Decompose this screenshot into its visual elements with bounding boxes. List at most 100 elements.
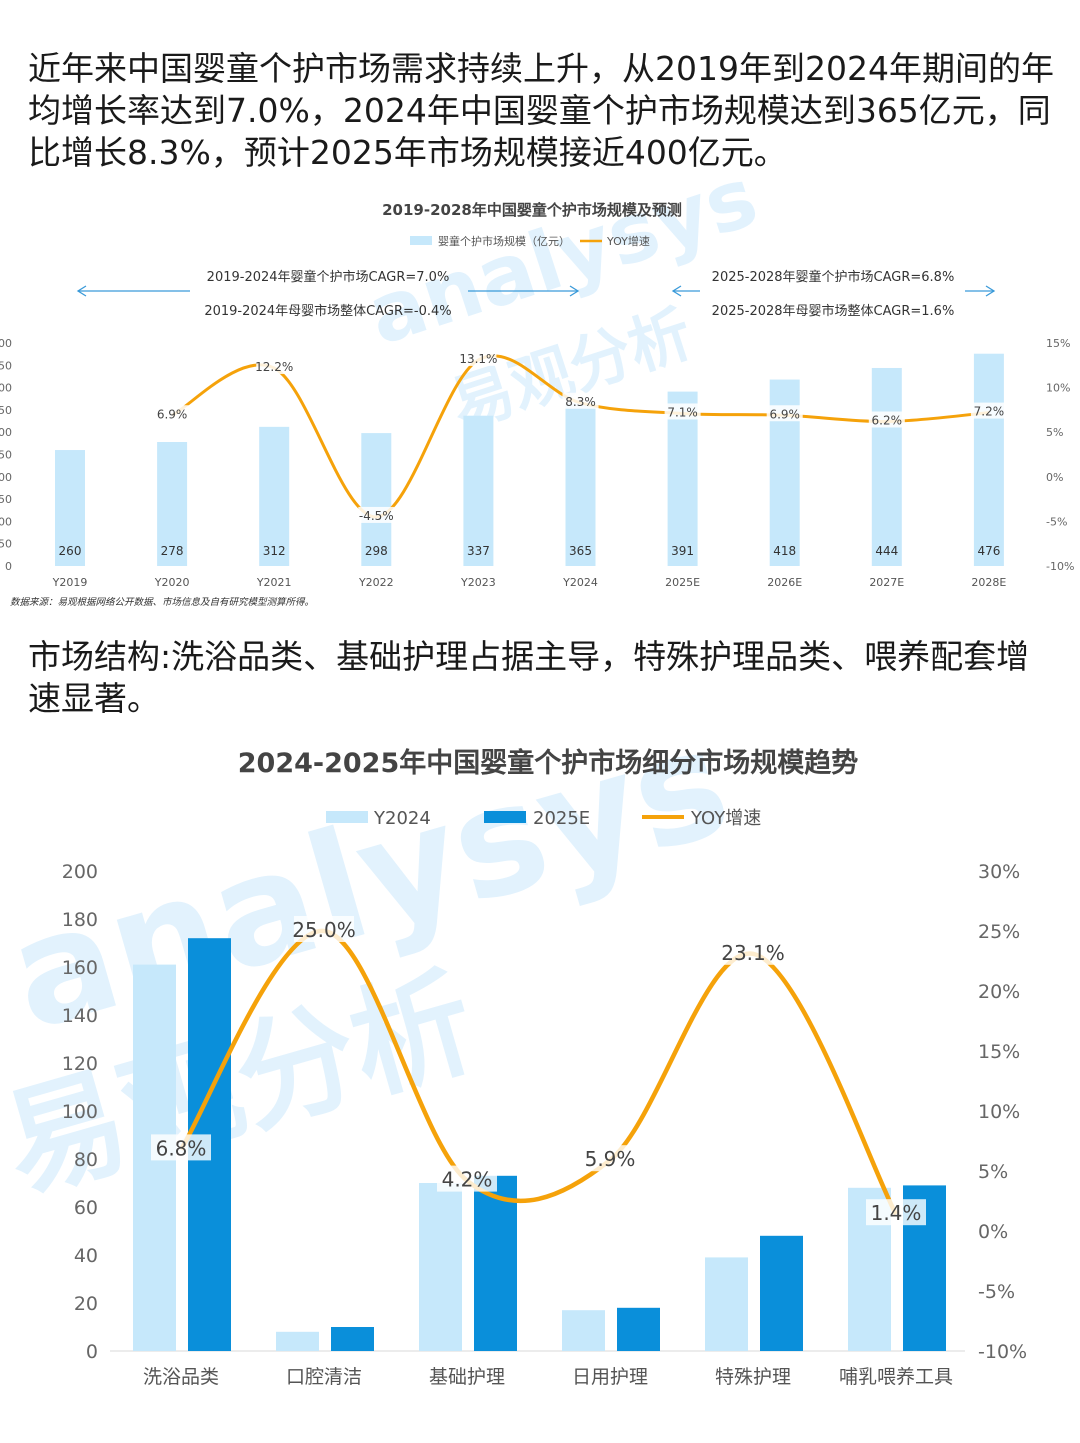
y2-axis-tick-label: 10%	[1046, 382, 1070, 395]
y2-axis-tick-label: 15%	[978, 1041, 1020, 1063]
yoy-data-label: 6.9%	[157, 407, 188, 421]
y2-axis-tick-label: 30%	[978, 861, 1020, 883]
x-axis-tick-label: 哺乳喂养工具	[839, 1366, 953, 1388]
cagr-right-2: 2025-2028年母婴市场整体CAGR=1.6%	[712, 303, 955, 319]
bar-value-label: 391	[671, 544, 694, 558]
bar-y2024	[562, 1310, 605, 1351]
bar-value-label: 278	[161, 544, 184, 558]
y-axis-tick-label: 100	[0, 515, 12, 528]
y2-axis-tick-label: 5%	[1046, 426, 1063, 439]
yoy-label-bg	[460, 349, 497, 366]
watermark-en: analysys	[357, 150, 768, 364]
x-axis-tick-label: 2028E	[971, 576, 1006, 589]
y2-axis-tick-label: 0%	[1046, 471, 1063, 484]
bar-value-label: 337	[467, 544, 490, 558]
x-axis-tick-label: 洗浴品类	[143, 1366, 219, 1388]
yoy-line	[179, 928, 898, 1216]
x-axis-tick-label: 口腔清洁	[286, 1366, 362, 1388]
yoy-data-label: 12.2%	[255, 360, 293, 374]
yoy-data-label: 4.2%	[442, 1168, 493, 1192]
y-axis-tick-label: 250	[0, 449, 12, 462]
y2-axis-tick-label: 20%	[978, 981, 1020, 1003]
bar-value-label: 298	[365, 544, 388, 558]
y2-axis-tick-label: -5%	[978, 1281, 1015, 1303]
bar-market-size	[361, 433, 392, 566]
y-axis-tick-label: 200	[62, 861, 98, 883]
legend-label-market-size: 婴童个护市场规模（亿元）	[438, 234, 570, 248]
chart2-legend: Y2024 2025E YOY增速	[326, 808, 761, 829]
legend-marker-y2024	[326, 811, 368, 823]
bar-value-label: 365	[569, 544, 592, 558]
bar-market-size	[157, 442, 188, 566]
y-axis-tick-label: 60	[74, 1197, 98, 1219]
legend-marker-market-size	[410, 236, 432, 245]
x-axis-tick-label: Y2021	[256, 576, 292, 589]
y2-axis-tick-label: 15%	[1046, 337, 1070, 350]
y-axis-tick-label: 100	[62, 1101, 98, 1123]
cagr-left-2: 2019-2024年母婴市场整体CAGR=-0.4%	[204, 303, 451, 319]
yoy-label-bg	[562, 392, 599, 409]
yoy-label-bg	[154, 405, 191, 422]
y-axis-tick-label: 120	[62, 1053, 98, 1075]
legend-label-yoy-2: YOY增速	[690, 808, 761, 829]
yoy-label-bg	[970, 402, 1007, 419]
cagr-right-1: 2025-2028年婴童个护市场CAGR=6.8%	[712, 269, 955, 285]
y-axis-tick-label: 350	[0, 404, 12, 417]
yoy-label-bg	[437, 1165, 497, 1192]
y-axis-tick-label: 500	[0, 337, 12, 350]
y2-axis-tick-label: -10%	[978, 1341, 1027, 1363]
bar-value-label: 260	[59, 544, 82, 558]
segment-chart: analysys 易观分析 2024-2025年中国婴童个护市场细分市场规模趋势…	[0, 695, 1027, 1388]
yoy-line	[171, 354, 990, 519]
yoy-data-label: 8.3%	[565, 395, 596, 409]
y-axis-tick-label: 40	[74, 1245, 98, 1267]
yoy-label-bg	[766, 405, 803, 422]
bar-value-label: 418	[773, 544, 796, 558]
y2-axis-tick-label: -10%	[1046, 560, 1074, 573]
bar-2025e	[617, 1307, 660, 1351]
y-axis-tick-label: 0	[86, 1341, 98, 1363]
bar-value-label: 312	[263, 544, 286, 558]
bar-market-size	[667, 391, 698, 566]
y-axis-tick-label: 200	[0, 471, 12, 484]
bar-2025e	[474, 1175, 517, 1351]
bar-value-label: 444	[875, 544, 898, 558]
yoy-data-label: 6.8%	[156, 1136, 207, 1160]
yoy-data-label: -4.5%	[359, 509, 394, 523]
yoy-data-label: 6.2%	[872, 413, 903, 427]
bar-market-size	[871, 367, 902, 566]
structure-paragraph: 市场结构:洗浴品类、基础护理占据主导，特殊护理品类、喂养配套增速显著。	[28, 637, 1030, 718]
y2-axis-tick-label: 5%	[978, 1161, 1008, 1183]
y-axis-tick-label: 20	[74, 1293, 98, 1315]
x-axis-tick-label: Y2019	[52, 576, 88, 589]
cagr-left-1: 2019-2024年婴童个护市场CAGR=7.0%	[207, 269, 450, 285]
x-axis-tick-label: 基础护理	[429, 1366, 505, 1388]
chart2-title: 2024-2025年中国婴童个护市场细分市场规模趋势	[238, 747, 859, 779]
y-axis-tick-label: 80	[74, 1149, 98, 1171]
yoy-label-bg	[664, 403, 701, 420]
y-axis-tick-label: 450	[0, 359, 12, 372]
x-axis-tick-label: 2027E	[869, 576, 904, 589]
y-axis-tick-label: 180	[62, 909, 98, 931]
chart1-title: 2019-2028年中国婴童个护市场规模及预测	[382, 201, 682, 219]
chart1-source: 数据来源：易观根据网络公开数据、市场信息及自有研究模型测算所得。	[10, 596, 314, 608]
bar-market-size	[259, 426, 290, 566]
yoy-data-label: 7.2%	[974, 405, 1005, 419]
yoy-label-bg	[580, 1145, 640, 1172]
y2-axis-tick-label: 25%	[978, 921, 1020, 943]
bar-y2024	[705, 1257, 748, 1351]
bar-market-size	[973, 353, 1004, 566]
y-axis-tick-label: 0	[5, 560, 12, 573]
x-axis-tick-label: Y2023	[460, 576, 496, 589]
intro-paragraph: 近年来中国婴童个护市场需求持续上升，从2019年到2024年期间的年均增长率达到…	[28, 49, 1054, 172]
y-axis-tick-label: 140	[62, 1005, 98, 1027]
y-axis-tick-label: 50	[0, 538, 12, 551]
bar-market-size	[463, 415, 494, 566]
legend-marker-2025e	[484, 811, 526, 823]
yoy-data-label: 25.0%	[292, 918, 356, 942]
x-axis-tick-label: 2026E	[767, 576, 802, 589]
legend-label-2025e: 2025E	[533, 808, 590, 829]
cagr-left-arrow	[76, 285, 580, 297]
y-axis-tick-label: 400	[0, 382, 12, 395]
yoy-label-bg	[294, 916, 354, 942]
